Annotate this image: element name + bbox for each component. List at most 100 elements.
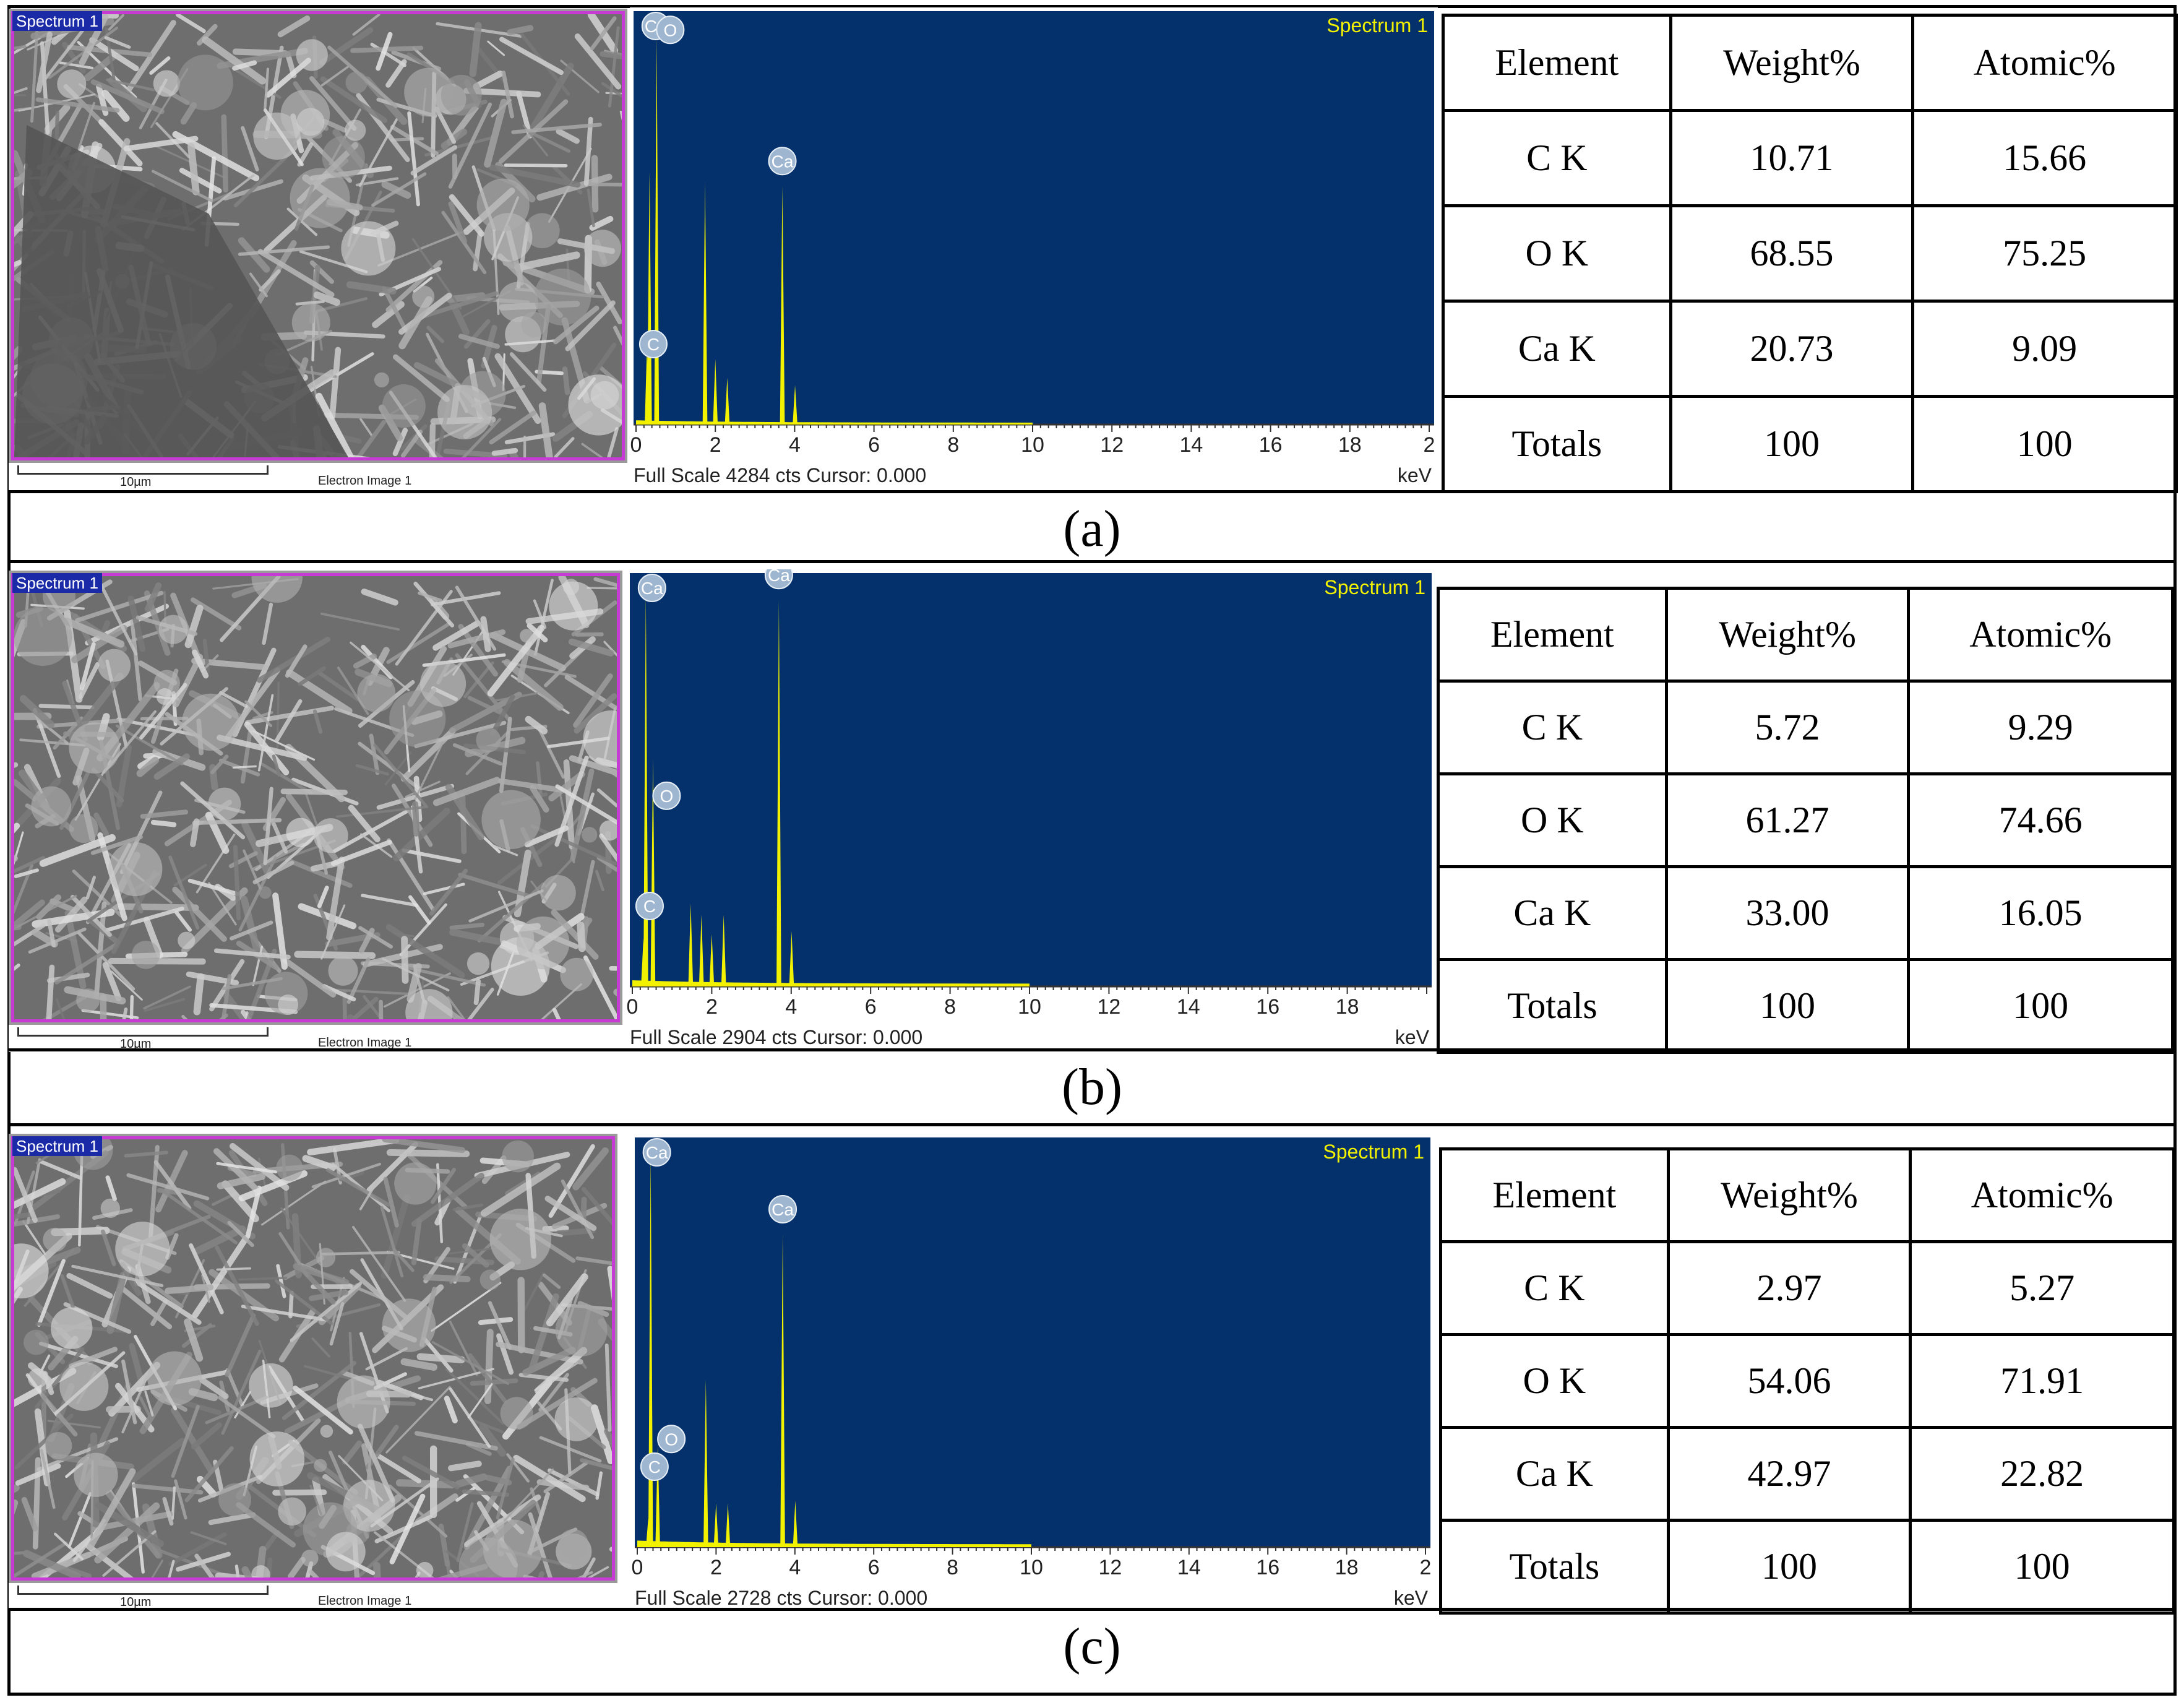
- peak-marker-icon: [768, 147, 797, 176]
- column-header: Element: [1439, 1147, 1670, 1243]
- spectrum-peak: [713, 359, 718, 425]
- panel-caption: (b): [1062, 1058, 1122, 1116]
- x-tick-label: 16: [1256, 995, 1279, 1019]
- x-tick-label: 18: [1335, 1556, 1359, 1579]
- sem-info-bar: 10µm Electron Image 1: [9, 1583, 617, 1610]
- spectrum-peak: [688, 904, 694, 986]
- x-tick-label: 8: [947, 1556, 958, 1579]
- table-row: O K 54.06 71.91: [1439, 1333, 2175, 1429]
- sem-micrograph: Spectrum 1 10µm Electron Image 1: [9, 1134, 617, 1610]
- table-cell: C K: [1439, 1240, 1670, 1336]
- column-header: Atomic%: [1907, 587, 2174, 683]
- spectrum-peak: [776, 600, 781, 986]
- table-cell: Ca K: [1442, 300, 1672, 398]
- spectrum-chart: 0 2 4 6 8 10 12 14 16 18 Ca O C Ca Spectrum 1: [627, 569, 1432, 1019]
- table-cell: Ca K: [1439, 1426, 1670, 1522]
- peak-label: Ca: [768, 569, 790, 585]
- peak-marker-icon: [640, 1452, 669, 1481]
- table-cell: 5.72: [1664, 680, 1911, 775]
- sem-micrograph: Spectrum 1 10µm Electron Image 1: [9, 571, 622, 1052]
- peak-label: O: [664, 1430, 678, 1449]
- x-tick-label: 10: [1018, 995, 1041, 1019]
- spectrum-peak: [699, 914, 704, 986]
- plot-area: [635, 1137, 1430, 1547]
- table-header-row: Element Weight% Atomic%: [1442, 14, 2178, 112]
- sem-info-bar: 10µm Electron Image 1: [9, 463, 627, 490]
- peak-label: Ca: [641, 579, 663, 598]
- x-tick-label: 6: [868, 433, 880, 457]
- table-cell: 5.27: [1909, 1240, 2175, 1336]
- table-row: C K 5.72 9.29: [1437, 680, 2174, 775]
- scale-label: 10µm: [120, 475, 152, 489]
- spectrum-peak: [703, 1379, 708, 1547]
- column-header: Atomic%: [1911, 14, 2178, 112]
- spectrum-peak: [721, 914, 726, 986]
- image-label: Electron Image 1: [318, 474, 412, 488]
- spectrum-footer: Full Scale 2728 cts Cursor: 0.000 keV: [635, 1584, 1430, 1612]
- table-cell: 100: [1666, 1519, 1912, 1615]
- table-row: O K 68.55 75.25: [1442, 204, 2178, 303]
- sem-image: [11, 1136, 615, 1581]
- x-tick-label: 8: [947, 433, 959, 457]
- peak-marker-icon: [657, 1425, 686, 1454]
- x-tick-label: 10: [1021, 433, 1044, 457]
- peak-label: Ca: [646, 1143, 668, 1162]
- x-tick-label: 18: [1338, 433, 1362, 457]
- panel-caption: (c): [1063, 1618, 1121, 1675]
- full-scale-label: Full Scale 2904 cts Cursor: 0.000: [630, 1026, 923, 1048]
- unit-label: keV: [1393, 1587, 1428, 1609]
- scale-bar: [17, 1586, 269, 1595]
- table-cell: 42.97: [1666, 1426, 1912, 1522]
- peak-marker-icon: [637, 574, 666, 602]
- table-cell: 100: [1909, 1519, 2175, 1615]
- scale-label: 10µm: [120, 1595, 152, 1609]
- x-tick-label: 16: [1259, 433, 1283, 457]
- table-row: Ca K 20.73 9.09: [1442, 300, 2178, 398]
- full-scale-label: Full Scale 4284 cts Cursor: 0.000: [634, 464, 927, 486]
- x-tick-label: 0: [630, 433, 642, 457]
- peak-marker-icon: [635, 892, 664, 920]
- spectrum-peak: [780, 186, 785, 425]
- x-tick-label: 14: [1177, 1556, 1201, 1579]
- x-tick-label: 4: [789, 1556, 801, 1579]
- spectrum-background: [637, 1540, 1031, 1547]
- x-tick-label: 2: [710, 1556, 722, 1579]
- image-label: Electron Image 1: [318, 1594, 412, 1608]
- column-header: Element: [1442, 14, 1672, 112]
- table-cell: 33.00: [1664, 865, 1911, 961]
- table-cell: 61.27: [1664, 772, 1911, 868]
- table-row: Totals 100 100: [1437, 958, 2174, 1054]
- peak-marker-icon: [652, 781, 681, 810]
- unit-label: keV: [1395, 1026, 1429, 1048]
- eds-spectrum: 0 2 4 6 8 10 12 14 16 18 Ca O C Ca Spectrum 1 Full Scal…: [626, 569, 1435, 1051]
- spectrum-peak: [648, 1154, 653, 1547]
- peak-marker-icon: [768, 1195, 798, 1224]
- table-cell: Ca K: [1437, 865, 1668, 961]
- x-tick-label: 6: [868, 1556, 880, 1579]
- x-tick-label: 18: [1336, 995, 1359, 1019]
- column-header: Weight%: [1666, 1147, 1912, 1243]
- eds-spectrum: 0 2 4 6 8 10 12 14 16 18 2 Ca O C Ca Spectrum 1 Full Sca…: [630, 7, 1438, 489]
- peak-label: O: [663, 20, 677, 40]
- table-row: Totals 100 100: [1442, 395, 2178, 493]
- image-label: Electron Image 1: [318, 1036, 412, 1050]
- table-header-row: Element Weight% Atomic%: [1437, 587, 2174, 683]
- x-tick-label: 6: [865, 995, 877, 1019]
- x-tick-label: 12: [1098, 1556, 1122, 1579]
- x-tick-label: 10: [1020, 1556, 1043, 1579]
- row-divider: [7, 1048, 2177, 1051]
- table-cell: C K: [1442, 109, 1672, 207]
- table-cell: 68.55: [1669, 204, 1915, 303]
- column-header: Element: [1437, 587, 1668, 683]
- spectrum-peak: [724, 378, 730, 425]
- composition-table: Element Weight% Atomic% C K 10.71 15.66 O K 68.…: [1442, 14, 2178, 493]
- row-divider: [7, 1608, 2177, 1611]
- sem-info-bar: 10µm Electron Image 1: [9, 1025, 622, 1052]
- spectrum-peak: [709, 934, 715, 986]
- spectrum-peak: [713, 1503, 719, 1547]
- spectrum-tag: Spectrum 1: [12, 1136, 102, 1156]
- composition-table: Element Weight% Atomic% C K 5.72 9.29 O K 61.27…: [1437, 587, 2174, 1054]
- row-divider: [7, 490, 2177, 493]
- frame-right: [2173, 5, 2177, 1696]
